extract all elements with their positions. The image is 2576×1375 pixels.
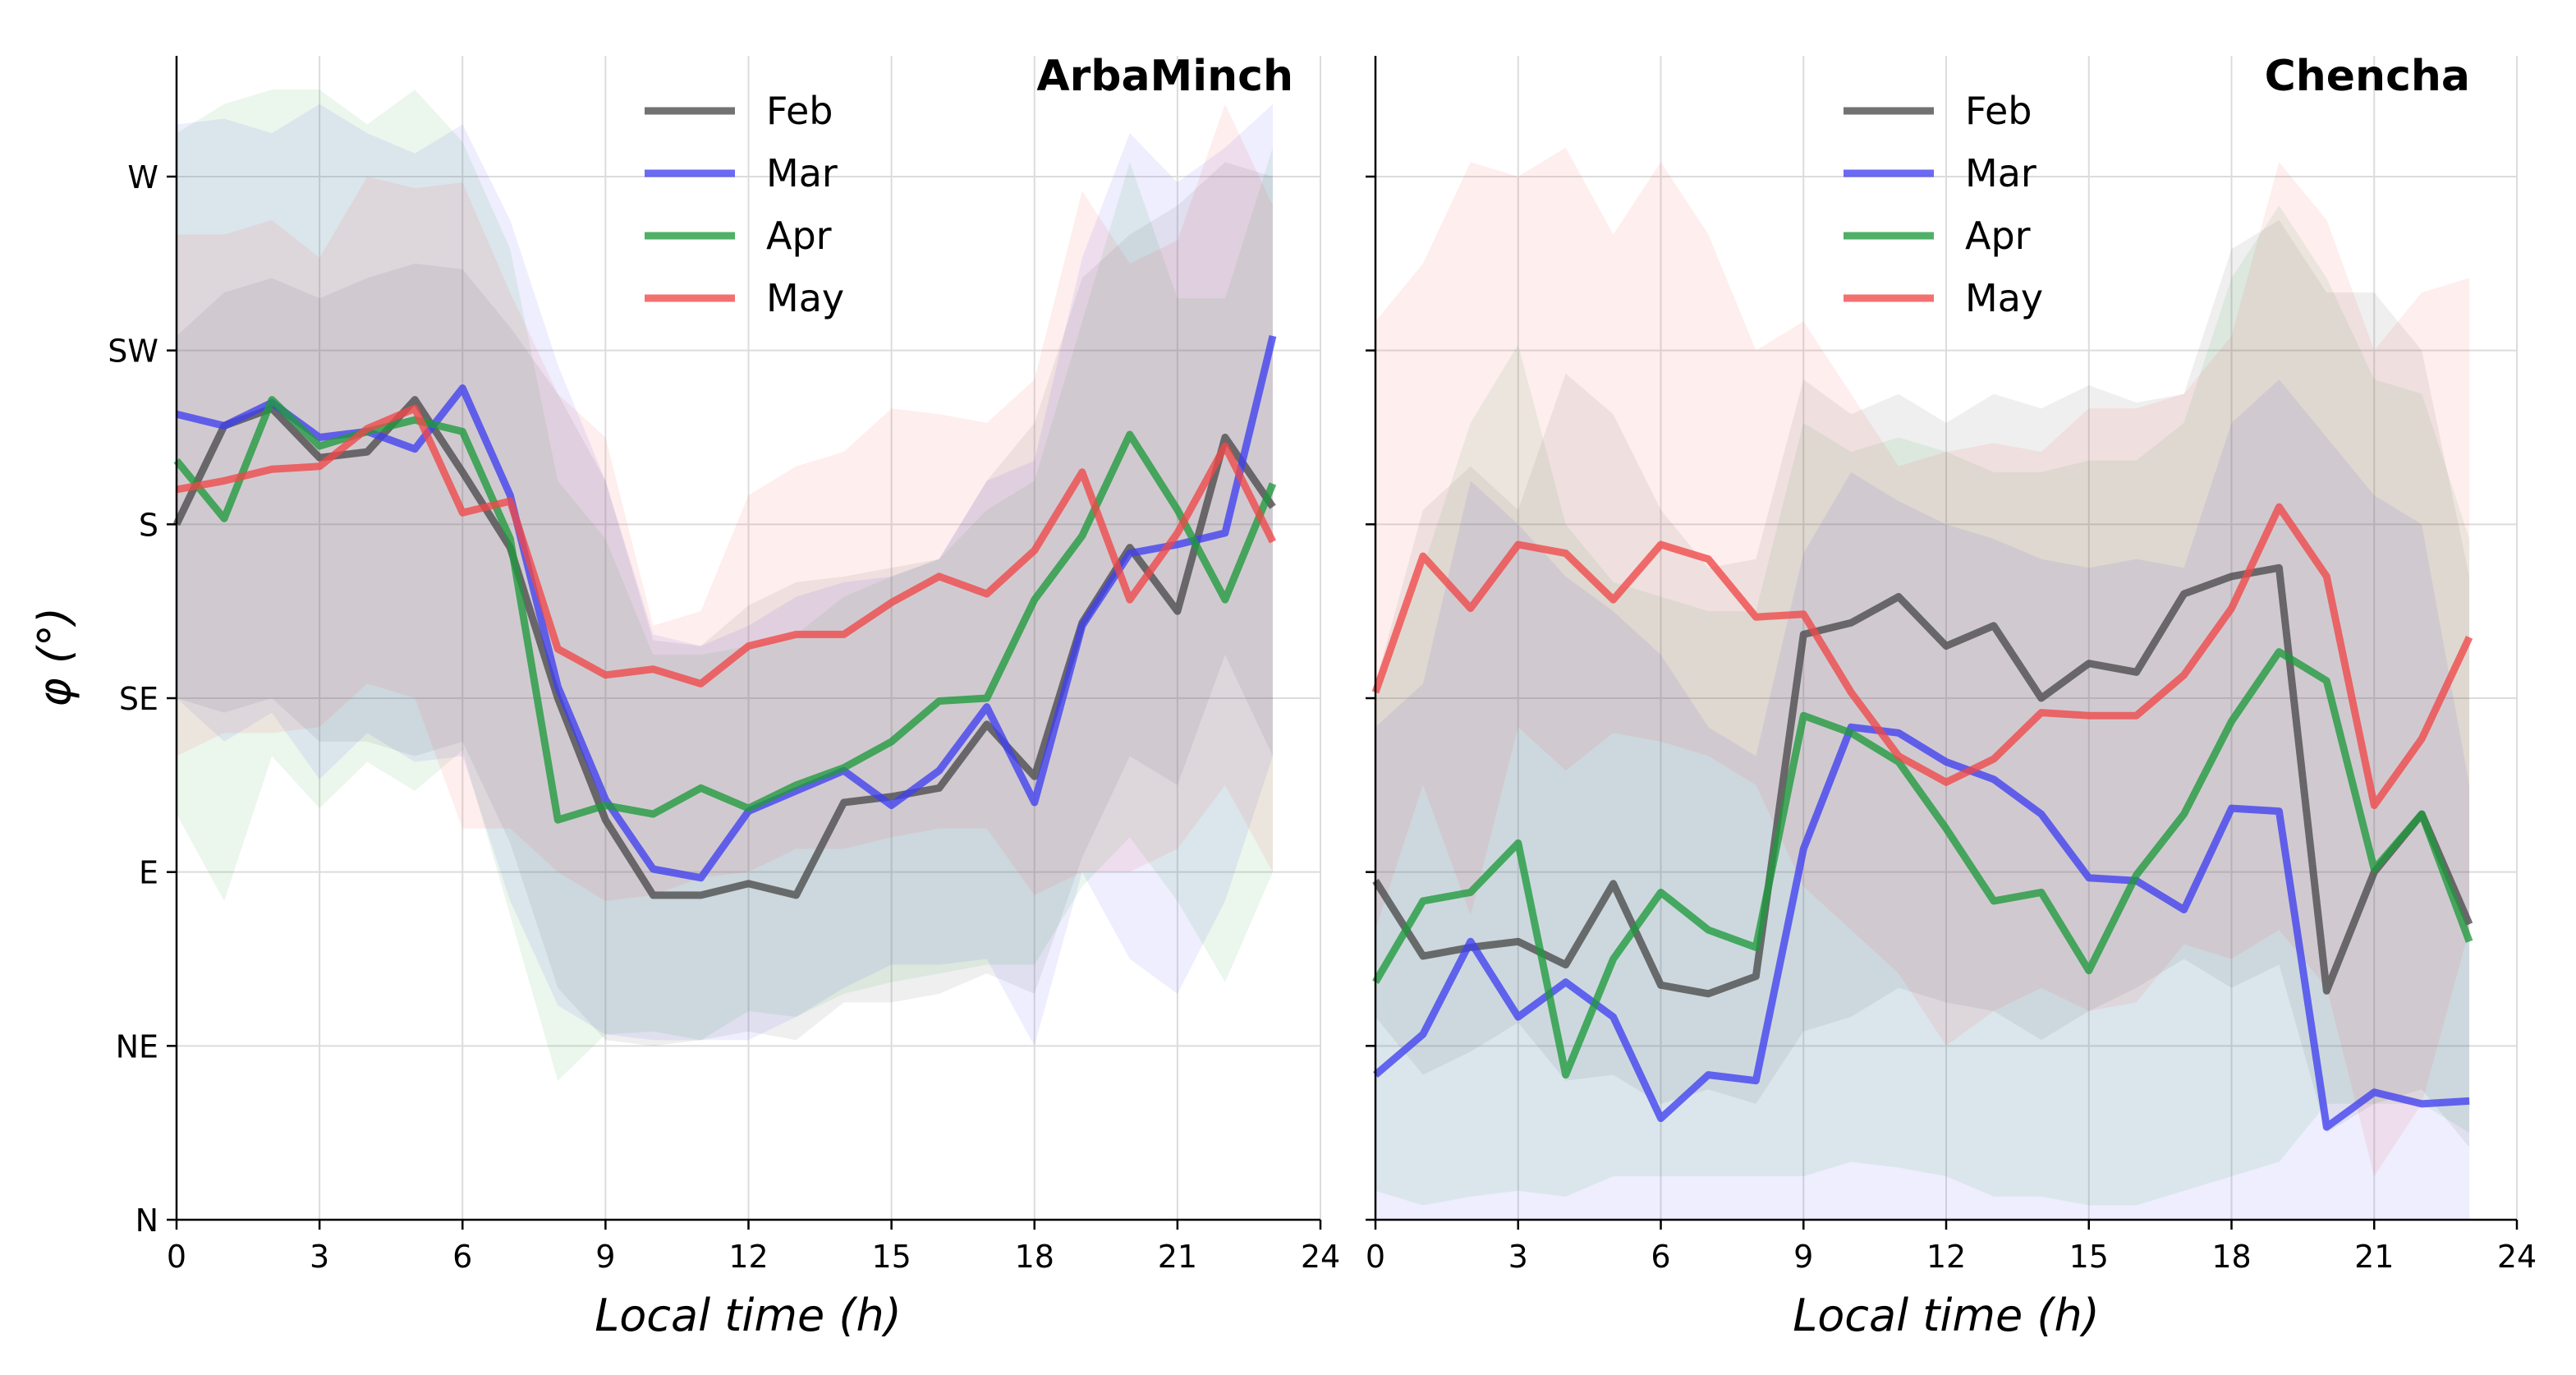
y-tick-label: SW xyxy=(108,333,158,370)
series-lines xyxy=(1371,503,2473,1131)
legend-label-apr: Apr xyxy=(766,214,832,258)
x-tick-label: 21 xyxy=(1158,1239,1197,1275)
x-tick-label: 0 xyxy=(1366,1239,1385,1275)
x-tick-label: 0 xyxy=(167,1239,186,1275)
legend: Feb Mar Apr May xyxy=(1844,89,2043,320)
grid-lines xyxy=(176,56,1321,1221)
series-lines xyxy=(172,334,1277,899)
x-tick-label: 12 xyxy=(1926,1239,1966,1275)
x-tick-label: 6 xyxy=(452,1239,472,1275)
x-tick-label: 24 xyxy=(1301,1239,1340,1275)
y-tick-label: W xyxy=(127,159,158,195)
legend-label-apr: Apr xyxy=(1965,214,2031,258)
x-tick-label: 9 xyxy=(1793,1239,1813,1275)
band-apr xyxy=(177,90,1273,1081)
series-line-apr xyxy=(1372,648,2473,1079)
x-tick-label: 12 xyxy=(728,1239,768,1275)
legend-label-mar: Mar xyxy=(766,151,838,195)
x-tick-label: 21 xyxy=(2354,1239,2394,1275)
x-tick-label: 15 xyxy=(871,1239,911,1275)
confidence-bands xyxy=(1375,147,2470,1220)
x-tick-label: 18 xyxy=(2211,1239,2251,1275)
band-feb xyxy=(1375,219,2470,1147)
confidence-bands xyxy=(177,90,1273,1081)
axes xyxy=(1366,56,2519,1230)
tick-labels: N NE E SE S SW W 0 3 6 9 12 15 18 21 24 xyxy=(108,159,1340,1275)
legend-label-may: May xyxy=(766,276,844,320)
legend-label-may: May xyxy=(1965,276,2043,320)
band-may xyxy=(177,103,1273,901)
series-line-feb xyxy=(1372,563,2473,998)
panel-title: Chencha xyxy=(2265,52,2470,101)
x-tick-label: 24 xyxy=(2497,1239,2537,1275)
y-tick-label: S xyxy=(139,507,158,543)
x-tick-label: 9 xyxy=(595,1239,615,1275)
y-tick-label: NE xyxy=(116,1028,158,1065)
x-axis-label: Local time (h) xyxy=(1793,1290,2100,1341)
legend-label-mar: Mar xyxy=(1965,151,2036,195)
series-line-may xyxy=(1371,503,2473,809)
x-tick-label: 6 xyxy=(1651,1239,1670,1275)
panel-arbaminch: N NE E SE S SW W 0 3 6 9 12 15 18 21 24 ArbaMinch Local… xyxy=(108,52,1340,1341)
x-tick-label: 3 xyxy=(310,1239,329,1275)
y-tick-label: E xyxy=(139,855,158,891)
panel-title: ArbaMinch xyxy=(1036,52,1293,101)
band-may xyxy=(1375,147,2470,1177)
x-tick-label: 3 xyxy=(1508,1239,1528,1275)
legend-label-feb: Feb xyxy=(766,89,833,133)
panel-chencha: 0 3 6 9 12 15 18 21 24 Chencha Local time (h) Fe… xyxy=(1366,52,2537,1341)
y-tick-label: SE xyxy=(119,681,158,717)
y-axis-label: φ (°) xyxy=(29,607,80,707)
legend: Feb Mar Apr May xyxy=(645,89,844,320)
x-axis-label: Local time (h) xyxy=(595,1290,902,1341)
series-line-mar xyxy=(1373,723,2470,1131)
tick-labels: 0 3 6 9 12 15 18 21 24 xyxy=(1366,1239,2537,1275)
axes xyxy=(167,56,1322,1230)
band-feb xyxy=(177,162,1273,1046)
y-tick-label: N xyxy=(135,1203,158,1239)
legend-label-feb: Feb xyxy=(1965,89,2032,133)
series-line-may xyxy=(176,404,1277,688)
x-tick-label: 18 xyxy=(1015,1239,1054,1275)
x-tick-label: 15 xyxy=(2069,1239,2109,1275)
band-mar xyxy=(177,103,1273,1046)
